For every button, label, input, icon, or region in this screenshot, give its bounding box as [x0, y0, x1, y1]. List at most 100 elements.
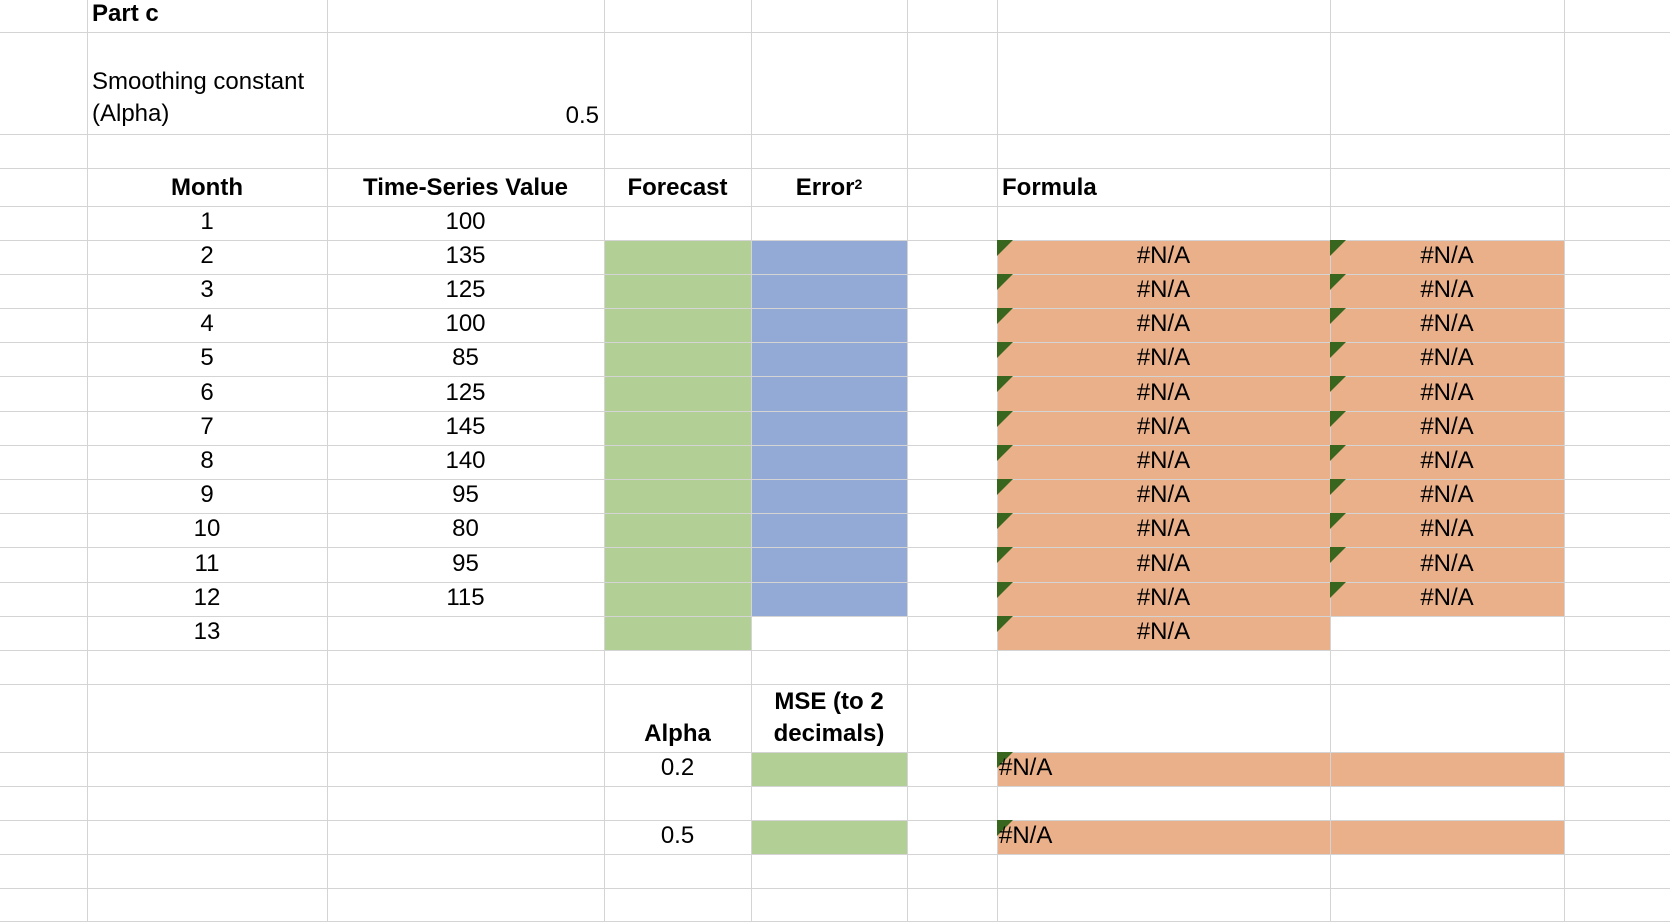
- time-series-value-cell[interactable]: 140: [445, 447, 486, 474]
- row-gridline: [0, 206, 1670, 207]
- error-indicator-icon: [997, 513, 1013, 529]
- time-series-value-cell[interactable]: 95: [452, 481, 479, 508]
- row-gridline: [0, 547, 1670, 548]
- mse-alpha-05[interactable]: 0.5: [660, 822, 695, 849]
- error-indicator-icon: [1330, 376, 1346, 392]
- time-series-value-cell[interactable]: 85: [452, 344, 479, 371]
- header-forecast: Forecast: [627, 174, 728, 201]
- formula-cell[interactable]: #N/A: [1136, 379, 1191, 406]
- row-gridline: [0, 134, 1670, 135]
- time-series-value-cell[interactable]: 125: [445, 379, 486, 406]
- formula-cell[interactable]: #N/A: [1420, 310, 1474, 337]
- month-cell[interactable]: 5: [200, 344, 214, 371]
- row-gridline: [0, 582, 1670, 583]
- mse-formula-05[interactable]: [997, 820, 1564, 854]
- row-gridline: [0, 32, 1670, 33]
- formula-cell[interactable]: #N/A: [1420, 242, 1474, 269]
- column-gridline: [751, 0, 752, 922]
- formula-cell[interactable]: #N/A: [1420, 584, 1474, 611]
- formula-cell[interactable]: #N/A: [1420, 379, 1474, 406]
- month-cell[interactable]: 2: [200, 242, 214, 269]
- header-time-series-value: Time-Series Value: [362, 174, 568, 201]
- time-series-value-cell[interactable]: 115: [446, 584, 485, 611]
- alpha-value-cell[interactable]: 0.5: [565, 102, 599, 129]
- error-indicator-icon: [997, 274, 1013, 290]
- error-indicator-icon: [997, 547, 1013, 563]
- error-indicator-icon: [997, 445, 1013, 461]
- month-cell[interactable]: 9: [200, 481, 214, 508]
- column-gridline: [1564, 0, 1565, 922]
- mse-header-mse: MSE (to 2 decimals): [751, 684, 907, 752]
- formula-cell[interactable]: #N/A: [1136, 481, 1191, 508]
- mse-formula-02[interactable]: [997, 752, 1564, 786]
- mse-formula-05-text[interactable]: #N/A: [999, 822, 1053, 849]
- formula-cell[interactable]: #N/A: [1136, 344, 1191, 371]
- mse-formula-02-text[interactable]: #N/A: [999, 754, 1053, 781]
- formula-cell[interactable]: #N/A: [1136, 276, 1191, 303]
- column-gridline: [997, 0, 998, 922]
- month-cell[interactable]: 4: [200, 310, 214, 337]
- formula-cell[interactable]: #N/A: [1136, 618, 1191, 645]
- formula-cell[interactable]: #N/A: [1136, 550, 1191, 577]
- month-cell[interactable]: 6: [200, 379, 214, 406]
- error-indicator-icon: [997, 820, 1013, 836]
- smoothing-label-line1: Smoothing constant: [92, 68, 305, 95]
- mse-alpha-02-input[interactable]: [751, 752, 907, 786]
- formula-cell[interactable]: #N/A: [1420, 550, 1474, 577]
- time-series-value-cell[interactable]: [327, 616, 604, 650]
- row-gridline: [0, 684, 1670, 685]
- error-indicator-icon: [1330, 445, 1346, 461]
- error-indicator-icon: [1330, 479, 1346, 495]
- month-cell[interactable]: 7: [200, 413, 214, 440]
- formula-cell[interactable]: #N/A: [1420, 413, 1474, 440]
- error-indicator-icon: [1330, 582, 1346, 598]
- error-indicator-icon: [997, 376, 1013, 392]
- formula-cell[interactable]: #N/A: [1136, 515, 1191, 542]
- formula-cell[interactable]: #N/A: [1136, 413, 1191, 440]
- month-cell[interactable]: 3: [200, 276, 214, 303]
- time-series-value-cell[interactable]: 135: [445, 242, 486, 269]
- formula-col2-range[interactable]: [1330, 240, 1564, 616]
- formula-cell[interactable]: #N/A: [1420, 515, 1474, 542]
- time-series-value-cell[interactable]: 80: [452, 515, 479, 542]
- error-indicator-icon: [1330, 547, 1346, 563]
- error-indicator-icon: [1330, 342, 1346, 358]
- mse-alpha-02[interactable]: 0.2: [660, 754, 695, 781]
- column-gridline: [1330, 0, 1331, 922]
- smoothing-label-line2: (Alpha): [92, 100, 170, 127]
- row-gridline: [0, 445, 1670, 446]
- error-indicator-icon: [997, 240, 1013, 256]
- formula-cell[interactable]: #N/A: [1420, 344, 1474, 371]
- time-series-value-cell[interactable]: 145: [445, 413, 486, 440]
- error-indicator-icon: [997, 342, 1013, 358]
- month-cell[interactable]: 12: [193, 584, 221, 611]
- formula-cell[interactable]: #N/A: [1136, 584, 1191, 611]
- formula-cell[interactable]: #N/A: [1136, 447, 1191, 474]
- mse-alpha-05-input[interactable]: [751, 820, 907, 854]
- formula-cell[interactable]: #N/A: [1136, 242, 1191, 269]
- error-squared-input-range[interactable]: [751, 240, 907, 616]
- error-indicator-icon: [997, 308, 1013, 324]
- row-gridline: [0, 616, 1670, 617]
- time-series-value-cell[interactable]: 100: [445, 208, 486, 235]
- time-series-value-cell[interactable]: 125: [445, 276, 486, 303]
- error-indicator-icon: [1330, 411, 1346, 427]
- error-indicator-icon: [1330, 274, 1346, 290]
- time-series-value-cell[interactable]: 100: [445, 310, 486, 337]
- month-cell[interactable]: 11: [194, 550, 220, 577]
- month-cell[interactable]: 1: [200, 208, 214, 235]
- month-cell[interactable]: 13: [193, 618, 221, 645]
- month-cell[interactable]: 8: [200, 447, 214, 474]
- row-gridline: [0, 888, 1670, 889]
- formula-cell[interactable]: #N/A: [1136, 310, 1191, 337]
- formula-cell[interactable]: #N/A: [1420, 481, 1474, 508]
- row-gridline: [0, 820, 1670, 821]
- month-cell[interactable]: 10: [193, 515, 221, 542]
- mse-header-line1: MSE (to 2: [774, 688, 884, 715]
- row-gridline: [0, 308, 1670, 309]
- time-series-value-cell[interactable]: 95: [452, 550, 479, 577]
- formula-cell[interactable]: #N/A: [1420, 276, 1474, 303]
- error-indicator-icon: [997, 616, 1013, 632]
- formula-cell[interactable]: #N/A: [1420, 447, 1474, 474]
- row-gridline: [0, 854, 1670, 855]
